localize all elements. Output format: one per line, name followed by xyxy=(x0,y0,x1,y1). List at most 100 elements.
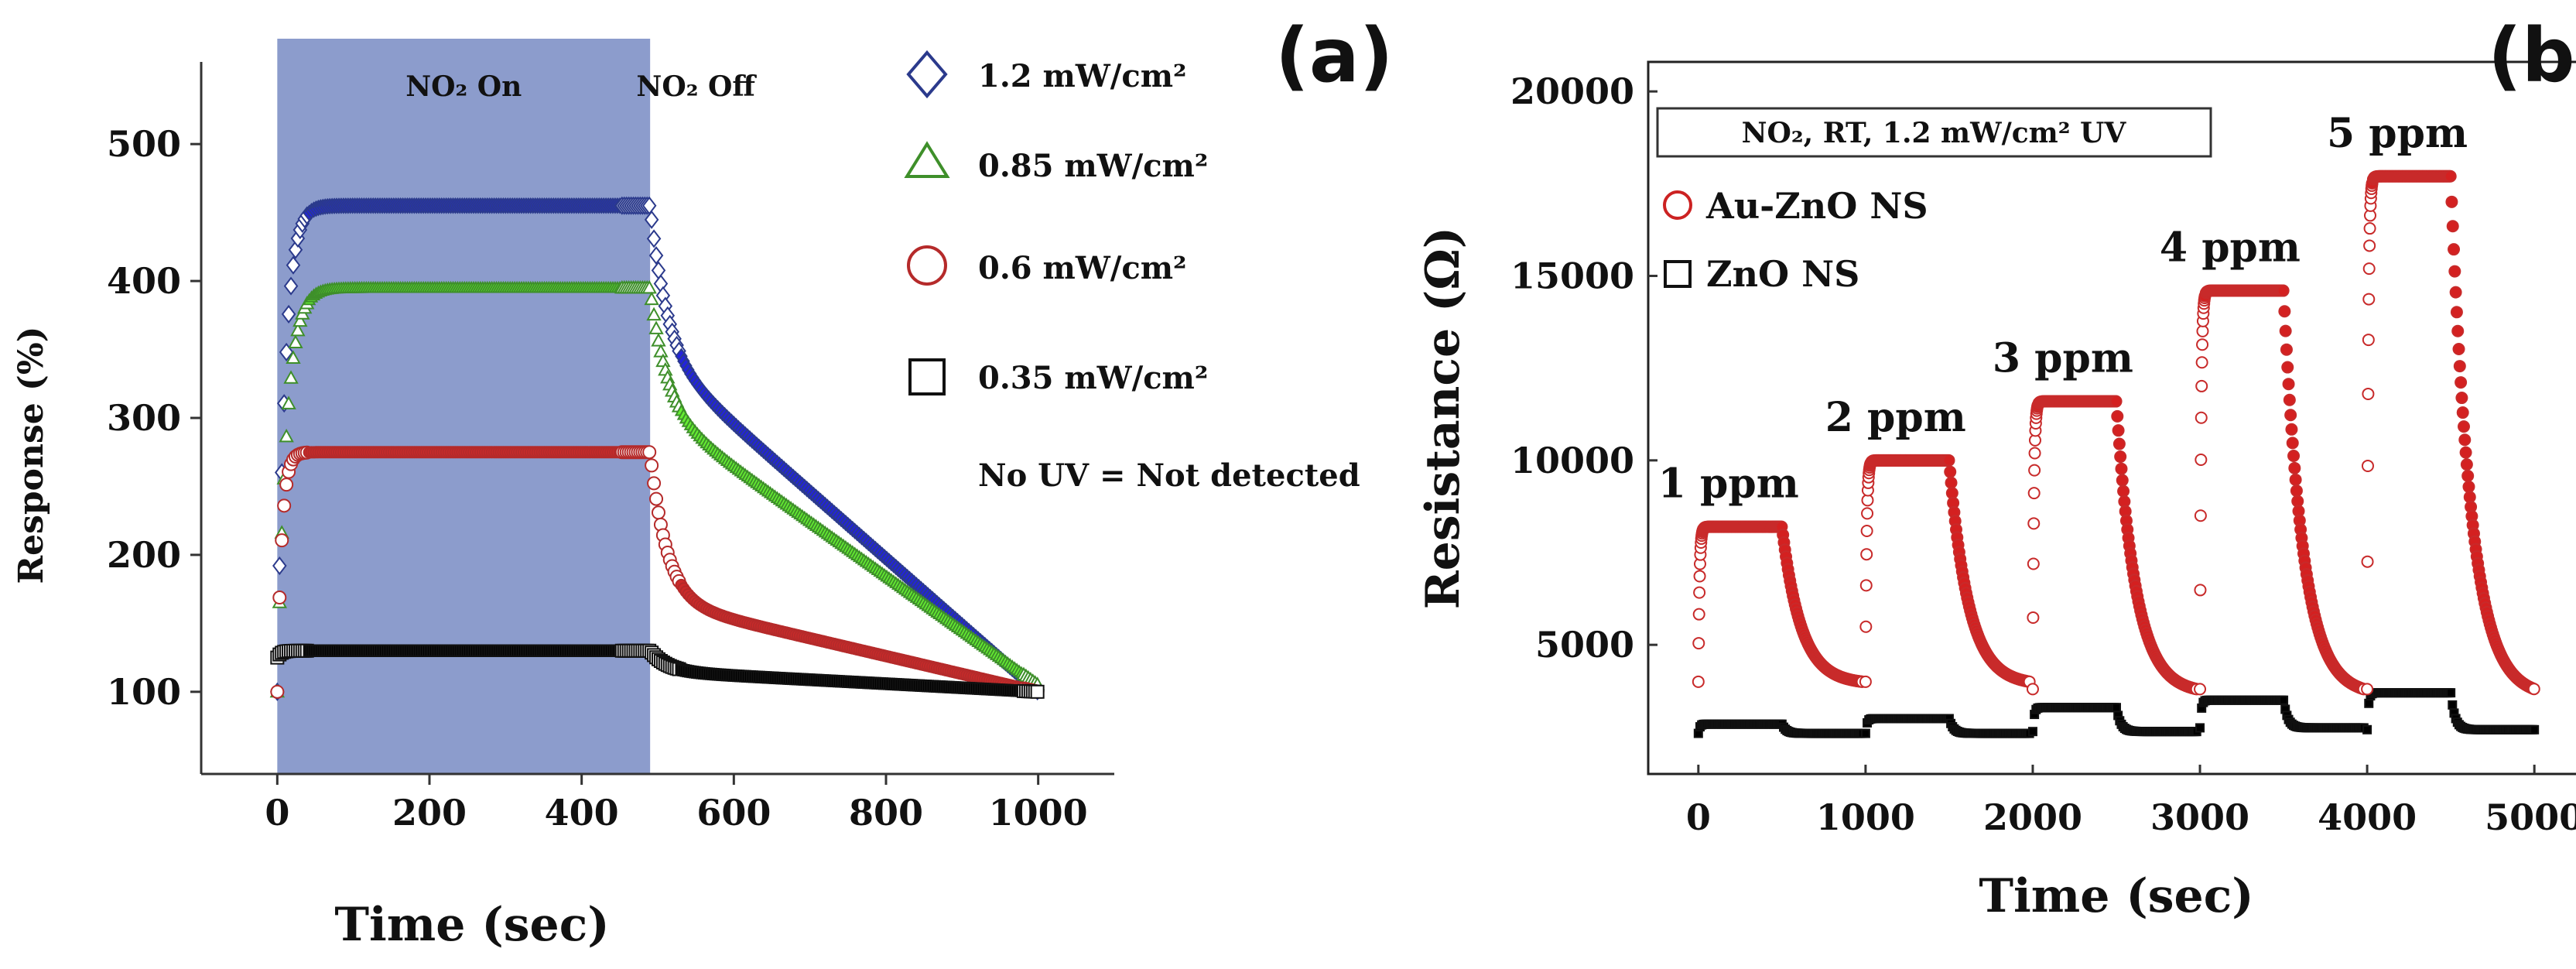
panel-b-au-zno-point xyxy=(2361,459,2374,472)
panel-b-x-tick-label: 1000 xyxy=(1816,796,1915,838)
panel-b-au-zno-point xyxy=(2455,376,2468,389)
panel-a-data-point xyxy=(1030,684,1045,699)
panel-a-x-tick-label: 0 xyxy=(265,792,289,834)
panel-b-au-zno-point xyxy=(2280,343,2293,356)
panel-b-condition-text: NO₂, RT, 1.2 mW/cm² UV xyxy=(1742,117,2127,149)
panel-b-au-zno-point xyxy=(2459,446,2472,459)
panel-b-au-zno-point xyxy=(2445,195,2458,208)
concentration-label: 4 ppm xyxy=(2160,224,2301,272)
panel-a-data-point xyxy=(272,591,287,605)
panel-b-au-zno-point xyxy=(2452,342,2465,355)
panel-a-data-point xyxy=(275,533,289,548)
panel-b-au-zno-point xyxy=(2446,220,2459,233)
panel-b-au-zno-point xyxy=(2026,683,2039,696)
panel-b-au-zno-point xyxy=(2112,424,2125,437)
legend-au-zno-marker xyxy=(1663,190,1692,220)
panel-b-au-zno-point xyxy=(2362,293,2376,306)
panel-a-y-axis-title: Response (%) xyxy=(12,327,51,584)
panel-b-au-zno-point xyxy=(2028,464,2041,477)
panel-a-data-point xyxy=(647,476,662,491)
panel-a-data-point xyxy=(279,478,294,492)
panel-b-au-zno-point xyxy=(2284,409,2297,422)
panel-a-label: (a) xyxy=(1275,12,1394,99)
panel-b-au-zno-point xyxy=(2194,584,2207,597)
panel-a-y-tick-label: 500 xyxy=(107,123,181,165)
panel-a-x-axis-title: Time (sec) xyxy=(334,898,609,952)
panel-b-au-zno-point xyxy=(2291,495,2304,508)
panel-b-au-zno-point xyxy=(2456,406,2469,419)
panel-b-zno-point xyxy=(2364,698,2374,708)
panel-b-au-zno-point xyxy=(1944,465,1957,478)
panel-b-au-zno-point xyxy=(2287,450,2301,463)
panel-b-au-zno-point xyxy=(2278,305,2291,318)
panel-b-au-zno-point xyxy=(2361,555,2374,568)
panel-a-data-point xyxy=(279,428,294,443)
panel-b-au-zno-point xyxy=(2286,437,2299,450)
panel-b-au-zno-point xyxy=(2449,286,2462,299)
series-square xyxy=(270,643,1045,699)
series-zno-ns xyxy=(1693,688,2540,738)
panel-b-zno-point xyxy=(2112,703,2121,713)
panel-a-data-point xyxy=(283,370,299,384)
concentration-label: 1 ppm xyxy=(1658,461,1799,508)
panel-b-concentration-labels: 1 ppm 2 ppm 3 ppm 4 ppm 5 ppm xyxy=(1658,110,2468,508)
panel-b-au-zno-point xyxy=(2450,306,2463,319)
panel-b-au-zno-point xyxy=(2027,611,2040,624)
panel-b: 0 1000 2000 3000 4000 5000 5000 10000 15000 20000… xyxy=(1416,12,2576,923)
panel-b-au-zno-point xyxy=(2363,239,2376,252)
panel-b-au-zno-point xyxy=(2194,683,2207,696)
panel-a-ticks: 0 200 400 600 800 1000 100 200 300 400 500 xyxy=(107,123,1088,834)
panel-b-au-zno-point xyxy=(2194,509,2207,522)
panel-a-data-point xyxy=(648,320,664,334)
panel-a-x-tick-label: 1000 xyxy=(989,792,1088,834)
panel-b-au-zno-point xyxy=(2460,458,2473,471)
panel-b-au-zno-point xyxy=(2109,395,2123,408)
panel-a-data-point xyxy=(651,333,666,347)
legend-diamond-marker xyxy=(906,50,948,99)
panel-b-au-zno-point xyxy=(2448,243,2461,256)
legend-circle-marker xyxy=(907,245,947,286)
panel-b-au-zno-point xyxy=(2455,392,2468,405)
no2-on-label: NO₂ On xyxy=(405,70,522,103)
panel-b-au-zno-point xyxy=(2527,683,2540,696)
panel-a-data-point xyxy=(292,313,308,327)
panel-b-au-zno-point xyxy=(2283,393,2296,406)
panel-b-au-zno-point xyxy=(1692,608,1705,621)
panel-b-zno-point xyxy=(2279,695,2289,705)
panel-b-au-zno-point xyxy=(2289,473,2302,486)
panel-b-au-zno-point xyxy=(2362,387,2375,400)
panel-b-au-zno-point xyxy=(2115,462,2128,475)
panel-b-condition-box xyxy=(1656,107,2212,158)
panel-a-data-point xyxy=(272,556,287,576)
panel-a-data-point xyxy=(651,261,666,280)
panel-b-au-zno-point xyxy=(2111,409,2124,423)
panel-b-au-zno-point xyxy=(2444,169,2457,183)
panel-b-au-zno-point xyxy=(2195,356,2208,369)
panel-b-zno-point xyxy=(2195,723,2205,733)
panel-b-zno-point xyxy=(2362,724,2372,734)
panel-a-x-tick-label: 200 xyxy=(392,792,467,834)
panel-b-au-zno-point xyxy=(2285,423,2298,436)
panel-b-x-axis-title: Time (sec) xyxy=(1979,869,2253,923)
panel-b-au-zno-point xyxy=(2462,480,2475,493)
panel-b-au-zno-point xyxy=(2196,324,2209,337)
no-uv-note: No UV = Not detected xyxy=(978,457,1360,494)
panel-b-au-zno-point xyxy=(2195,454,2208,467)
legend-label-2: 0.85 mW/cm² xyxy=(978,148,1208,184)
panel-b-au-zno-point xyxy=(2117,484,2130,498)
panel-b-data-points xyxy=(1692,169,2540,738)
panel-a-data-point xyxy=(641,279,657,294)
panel-a-y-tick-label: 100 xyxy=(107,671,181,713)
panel-b-au-zno-point xyxy=(2362,334,2375,347)
panel-b-au-zno-point xyxy=(1859,675,1872,688)
panel-a-data-point xyxy=(644,291,659,306)
panel-a-data-point xyxy=(651,505,665,520)
panel-b-x-tick-label: 5000 xyxy=(2485,796,2576,838)
panel-a-data-point xyxy=(283,276,299,296)
panel-b-zno-point xyxy=(2027,727,2037,737)
panel-a-data-point xyxy=(645,458,659,473)
concentration-label: 2 ppm xyxy=(1825,394,1966,441)
panel-b-au-zno-point xyxy=(2027,557,2040,570)
